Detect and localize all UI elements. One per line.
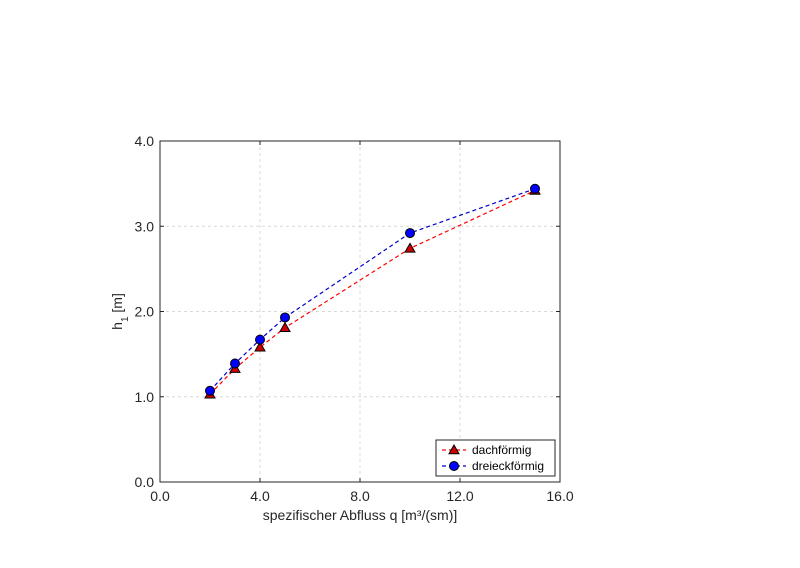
x-tick-label: 8.0	[350, 488, 370, 504]
y-tick-label: 3.0	[135, 218, 155, 234]
series-1	[204, 184, 541, 399]
triangle-marker	[279, 321, 291, 332]
triangle-marker	[404, 242, 416, 253]
circle-marker	[449, 461, 459, 471]
x-axis-label: spezifischer Abfluss q [m³/(sm)]	[263, 507, 458, 523]
y-axis-label: h1 [m]	[109, 293, 131, 330]
grid-lines	[160, 141, 560, 482]
y-tick-label: 1.0	[135, 389, 155, 405]
y-tick-label: 4.0	[135, 133, 155, 149]
triangle-marker	[254, 341, 266, 352]
y-axis-label-main: h	[109, 322, 125, 330]
legend-label: dreieckförmig	[472, 459, 544, 473]
x-tick-label: 0.0	[150, 488, 170, 504]
y-axis-ticks: 0.0 1.0 2.0 3.0 4.0	[135, 133, 560, 490]
legend: dachförmig dreieckförmig	[435, 439, 556, 477]
circle-marker	[280, 312, 290, 323]
circle-marker	[205, 385, 215, 396]
y-axis-label-subscript: 1	[120, 316, 131, 322]
series-line	[209, 189, 536, 395]
series-line	[209, 188, 536, 392]
circle-marker	[530, 183, 540, 194]
circle-marker	[405, 228, 415, 239]
y-tick-label: 2.0	[135, 304, 155, 320]
circle-marker	[255, 334, 265, 345]
x-tick-label: 12.0	[446, 488, 473, 504]
triangle-marker	[448, 443, 460, 455]
series-2	[205, 183, 540, 396]
circle-marker	[230, 358, 240, 369]
x-axis-ticks: 0.0 4.0 8.0 12.0 16.0	[150, 141, 574, 504]
y-tick-label: 0.0	[135, 474, 155, 490]
legend-label: dachförmig	[472, 443, 531, 457]
y-axis-label-unit: [m]	[109, 293, 125, 316]
x-tick-label: 16.0	[546, 488, 573, 504]
series-group	[204, 183, 541, 399]
x-tick-label: 4.0	[250, 488, 270, 504]
